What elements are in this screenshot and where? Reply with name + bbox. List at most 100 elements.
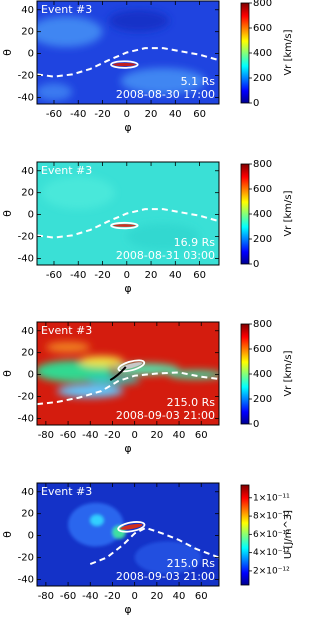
x-tick-label: -60	[60, 591, 76, 602]
x-axis-label: φ	[124, 603, 131, 616]
panel-title: Event #3	[41, 164, 92, 177]
neutral-line	[37, 371, 219, 406]
cme-inner	[113, 62, 136, 67]
x-tick-label: 0	[124, 270, 130, 281]
x-axis-label: φ	[124, 442, 131, 455]
cme-outline	[117, 359, 146, 373]
y-tick-label: -20	[18, 71, 34, 82]
panel: -60 -40 -20 0 20 40 60 -40 -20 0 20 40 φ θ Event #3 5.1…	[1, 0, 294, 134]
heatmap	[37, 483, 219, 586]
colorbar-tick-label: 200	[253, 234, 272, 245]
colorbar-tick-label: 800	[253, 319, 272, 330]
x-tick-label: 20	[150, 591, 163, 602]
x-tick-label: -20	[94, 270, 110, 281]
x-tick-label: -80	[38, 591, 54, 602]
x-tick-label: 0	[131, 430, 137, 441]
colorbar-tick-label: 200	[253, 73, 272, 84]
heatmap-blob	[79, 355, 124, 367]
annotation: 5.1 Rs	[181, 75, 216, 88]
y-tick-label: -20	[18, 232, 34, 243]
annotation: 215.0 Rs	[167, 557, 216, 570]
x-tick-label: 60	[193, 109, 206, 120]
x-tick-label: 20	[145, 109, 158, 120]
colorbar-tick-label: 800	[253, 0, 272, 9]
x-tick-label: 60	[193, 270, 206, 281]
panel: -80 -60 -40 -20 0 20 40 60 -40 -20 0 20 40 φ θ Event #3…	[1, 319, 294, 455]
x-tick-label: -40	[70, 270, 86, 281]
neutral-line	[89, 526, 219, 566]
y-tick-label: 20	[21, 27, 34, 38]
plot-frame	[36, 321, 220, 426]
heatmap-structure	[41, 176, 200, 250]
panel: -80 -60 -40 -20 0 20 40 60 -40 -20 0 20 40 φ θ Event #3…	[1, 482, 294, 616]
x-tick-label: 40	[173, 591, 186, 602]
heatmap-blob	[90, 514, 104, 526]
x-axis-label: φ	[124, 121, 131, 134]
y-tick-label: 20	[21, 348, 34, 359]
y-tick-label: -40	[18, 253, 34, 264]
annotation: 16.9 Rs	[174, 236, 216, 249]
y-tick-label: 20	[21, 509, 34, 520]
heatmap-blob	[120, 67, 206, 95]
cme-outline	[110, 221, 139, 230]
x-tick-label: 20	[150, 430, 163, 441]
x-tick-label: 20	[145, 270, 158, 281]
x-tick-label: -60	[60, 430, 76, 441]
heatmap-blob	[45, 341, 91, 353]
y-tick-label: 0	[28, 49, 34, 60]
heatmap-blob	[56, 384, 124, 398]
plot-frame	[36, 161, 220, 266]
x-tick-label: -20	[94, 109, 110, 120]
colorbar	[240, 2, 250, 104]
y-tick-label: 0	[28, 210, 34, 221]
colorbar-tick-label: 400	[253, 209, 272, 220]
heatmap-blob	[134, 541, 202, 574]
annotation: 215.0 Rs	[167, 396, 216, 409]
heatmap-blob	[126, 223, 200, 250]
y-tick-label: 40	[21, 326, 34, 337]
panel-title: Event #3	[41, 324, 92, 337]
y-tick-label: -20	[18, 553, 34, 564]
colorbar	[240, 323, 250, 425]
y-axis-label: θ	[1, 531, 14, 538]
x-tick-label: 0	[124, 109, 130, 120]
heatmap-blob	[37, 16, 103, 48]
y-tick-label: 40	[21, 487, 34, 498]
colorbar	[240, 484, 250, 586]
y-axis-label: θ	[1, 210, 14, 217]
colorbar-tick-label: 200	[253, 394, 272, 405]
colorbar-tick-label: 0	[253, 419, 259, 430]
heatmap	[37, 1, 219, 104]
x-tick-label: 60	[195, 430, 208, 441]
y-tick-label: -40	[18, 574, 34, 585]
colorbar-tick-label: 600	[253, 184, 272, 195]
y-tick-label: 40	[21, 166, 34, 177]
heatmap-blob	[37, 83, 73, 101]
arrow	[109, 366, 127, 381]
heatmap	[37, 322, 219, 425]
annotation: 2008-09-03 21:00	[116, 409, 215, 422]
y-tick-label: 20	[21, 188, 34, 199]
heatmap	[37, 162, 219, 265]
neutral-line	[37, 208, 219, 239]
x-tick-label: -60	[46, 270, 62, 281]
colorbar-tick-label: 4×10⁻¹²	[253, 548, 290, 558]
colorbar-label: U [J/m^3]	[283, 510, 294, 559]
cme-outline	[117, 521, 146, 533]
y-tick-label: -40	[18, 413, 34, 424]
colorbar-tick-label: 400	[253, 48, 272, 59]
annotation: 2008-08-31 03:00	[116, 249, 215, 262]
y-tick-label: -20	[18, 392, 34, 403]
heatmap-blob	[41, 176, 115, 210]
x-tick-label: -40	[82, 430, 98, 441]
colorbar	[240, 163, 250, 265]
colorbar-tick-label: 6×10⁻¹²	[253, 530, 290, 540]
cme-outline	[110, 60, 139, 69]
panel-title: Event #3	[41, 3, 92, 16]
colorbar-label: Vr [km/s]	[283, 190, 294, 236]
plot-frame	[36, 0, 220, 105]
heatmap-structure	[37, 9, 206, 101]
y-axis-label: θ	[1, 370, 14, 377]
x-tick-label: 40	[173, 430, 186, 441]
colorbar-tick-label: 400	[253, 369, 272, 380]
